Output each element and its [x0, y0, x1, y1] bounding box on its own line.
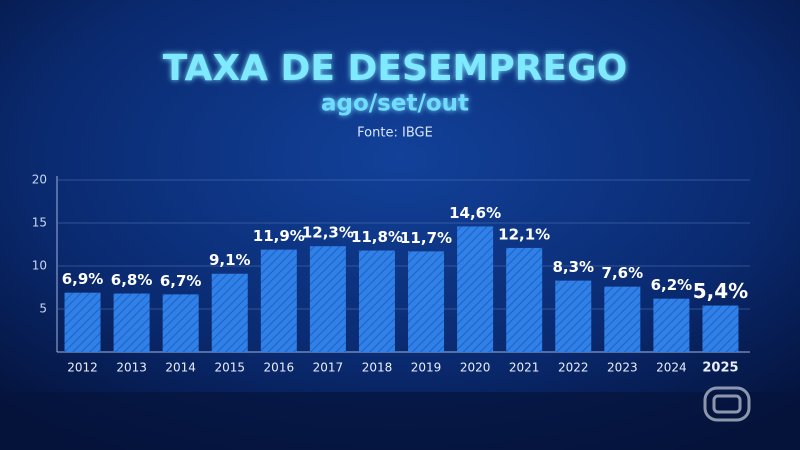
- bar-hatch: [653, 298, 690, 352]
- bar-hatch: [309, 246, 346, 352]
- value-label: 6,8%: [111, 271, 153, 289]
- bar-hatch: [211, 273, 248, 352]
- x-tick-label: 2023: [607, 361, 638, 375]
- y-tick-label: 5: [39, 302, 47, 316]
- value-label: 6,7%: [160, 272, 202, 290]
- x-tick-label: 2025: [702, 361, 738, 376]
- x-tick-label: 2022: [558, 361, 589, 375]
- x-tick-label: 2021: [509, 361, 540, 375]
- value-label: 6,2%: [651, 276, 693, 294]
- value-label: 5,4%: [693, 279, 748, 303]
- x-tick-label: 2019: [411, 361, 442, 375]
- y-tick-label: 15: [32, 216, 47, 230]
- bar-hatch: [604, 286, 641, 352]
- bar-hatch: [358, 250, 395, 352]
- bar-hatch: [702, 305, 739, 352]
- x-tick-label: 2017: [313, 361, 344, 375]
- value-label: 11,9%: [253, 227, 305, 245]
- bar-hatch: [64, 292, 101, 352]
- value-label: 7,6%: [602, 264, 644, 282]
- x-tick-label: 2016: [264, 361, 295, 375]
- bar-hatch: [457, 226, 494, 352]
- chart-subtitle: ago/set/out: [321, 91, 469, 117]
- value-label: 6,9%: [62, 270, 104, 288]
- value-label: 11,8%: [351, 228, 403, 246]
- logo: [703, 386, 751, 422]
- value-label: 8,3%: [552, 258, 594, 276]
- value-label: 14,6%: [449, 204, 501, 222]
- value-label: 9,1%: [209, 251, 251, 269]
- bar-hatch: [260, 249, 297, 352]
- x-tick-label: 2015: [214, 361, 245, 375]
- value-label: 12,3%: [302, 224, 354, 242]
- value-label: 12,1%: [498, 225, 550, 243]
- bar-hatch: [162, 294, 199, 352]
- bar-hatch: [506, 247, 543, 352]
- x-tick-label: 2024: [656, 361, 687, 375]
- x-tick-label: 2020: [460, 361, 491, 375]
- x-tick-label: 2014: [165, 361, 196, 375]
- y-tick-label: 20: [32, 173, 47, 187]
- floor: [0, 392, 800, 450]
- y-tick-label: 10: [32, 259, 47, 273]
- chart-title: TAXA DE DESEMPREGO: [163, 48, 627, 89]
- source: Fonte: IBGE: [357, 126, 433, 141]
- x-tick-label: 2013: [116, 361, 147, 375]
- value-label: 11,7%: [400, 229, 452, 247]
- bar-hatch: [113, 293, 150, 352]
- bar-hatch: [408, 251, 445, 352]
- bar-hatch: [555, 280, 592, 352]
- x-tick-label: 2012: [67, 361, 98, 375]
- x-tick-label: 2018: [362, 361, 393, 375]
